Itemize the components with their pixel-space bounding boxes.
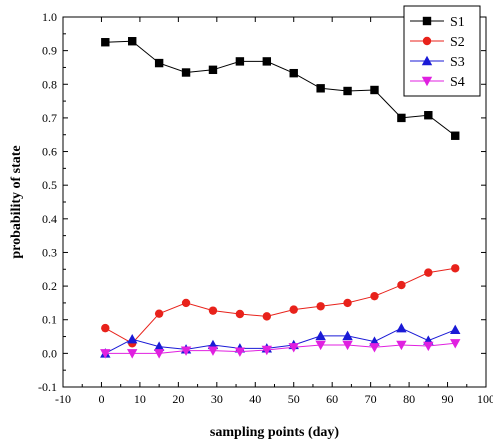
data-point-s1 [370, 85, 379, 95]
y-axis-title: probability of state [9, 145, 24, 258]
x-tick-label: 0 [98, 392, 104, 406]
series-line-s1 [105, 40, 456, 137]
legend-box [403, 5, 481, 97]
legend-label: S3 [450, 55, 465, 70]
x-tick-label: 20 [172, 392, 184, 406]
x-tick-label: 100 [477, 392, 493, 406]
x-axis-title: sampling points (day) [210, 425, 339, 440]
data-point-s1 [128, 37, 137, 46]
data-point-s1 [397, 113, 406, 123]
series-s3 [100, 322, 461, 358]
legend-item-s2: S2 [410, 35, 465, 50]
data-point-s1 [181, 68, 191, 77]
data-point-s4 [423, 341, 434, 352]
data-point-s2 [424, 268, 433, 277]
data-point-s4 [342, 340, 353, 351]
legend-label: S2 [450, 35, 465, 50]
legend-label: S1 [450, 15, 465, 30]
data-point-s2 [343, 298, 352, 308]
y-tick-label: 0.9 [42, 44, 57, 58]
data-point-s1 [316, 84, 325, 93]
y-tick-label: 0.7 [42, 111, 57, 125]
legend-item-s4: S4 [410, 75, 465, 90]
y-tick-label: 1.0 [42, 10, 57, 24]
data-point-s4 [234, 347, 246, 357]
x-tick-label: 10 [134, 392, 146, 406]
x-tick-label: 80 [403, 392, 415, 406]
data-point-s1 [208, 65, 218, 75]
series-layer [100, 37, 461, 359]
data-point-s4 [315, 340, 326, 351]
data-point-s4 [261, 345, 273, 356]
y-tick-label: 0.0 [42, 346, 57, 360]
data-point-s3 [396, 322, 407, 333]
legend-item-s1: S1 [410, 15, 465, 30]
data-point-s2 [208, 306, 218, 315]
data-point-s2 [451, 264, 460, 273]
data-point-s3 [127, 334, 138, 344]
series-s4 [100, 339, 461, 359]
data-point-s2 [397, 280, 406, 290]
data-point-s4 [100, 349, 111, 359]
x-tick-label: 30 [211, 392, 223, 406]
data-point-s1 [289, 68, 298, 78]
data-point-s2 [154, 309, 164, 318]
legend-marker [422, 16, 432, 26]
data-point-s2 [316, 302, 325, 311]
legend-marker [421, 55, 433, 66]
x-tick-label: 90 [442, 392, 454, 406]
data-point-s4 [127, 349, 138, 359]
series-s2 [101, 264, 460, 348]
data-point-s1 [451, 131, 460, 140]
data-point-s3 [153, 341, 165, 351]
y-tick-label: 0.2 [42, 279, 57, 293]
legend-label: S4 [450, 75, 465, 90]
series-line-s3 [105, 327, 456, 354]
x-tick-label: 50 [288, 392, 300, 406]
data-point-s2 [370, 291, 379, 301]
data-point-s1 [343, 86, 352, 96]
y-tick-label: 0.1 [42, 313, 57, 327]
data-point-s1 [235, 57, 245, 66]
data-point-s4 [450, 339, 461, 349]
y-tick-label: 0.3 [42, 245, 57, 259]
data-point-s4 [207, 346, 219, 356]
data-point-s1 [154, 58, 164, 68]
data-point-s4 [180, 346, 192, 356]
data-point-s3 [342, 330, 353, 341]
data-point-s3 [315, 330, 326, 341]
axes: -10 0 10 20 30 40 50 60 70 80 90 100 -0.1 0.0 0.1 0.2 0.… [38, 10, 493, 406]
data-point-s1 [424, 111, 433, 120]
data-point-s1 [262, 57, 272, 66]
data-point-s2 [262, 312, 272, 321]
series-line-s2 [105, 267, 456, 344]
data-point-s2 [235, 309, 245, 319]
legend-item-s3: S3 [410, 55, 465, 70]
y-tick-label: -0.1 [38, 380, 57, 394]
y-tick-label: 0.8 [42, 77, 57, 91]
y-tick-label: 0.4 [42, 212, 57, 226]
data-point-s3 [450, 324, 461, 335]
data-point-s1 [101, 38, 110, 47]
data-point-s2 [289, 305, 298, 314]
data-point-s4 [369, 343, 380, 353]
legend-marker [421, 76, 433, 87]
data-point-s4 [153, 349, 165, 359]
data-point-s2 [181, 298, 191, 308]
y-tick-label: 0.5 [42, 178, 57, 192]
x-tick-label: -10 [55, 392, 71, 406]
legend-marker [422, 36, 432, 46]
series-line-s4 [105, 342, 456, 354]
x-tick-label: 70 [365, 392, 377, 406]
x-tick-label: 60 [326, 392, 338, 406]
y-tick-label: 0.6 [42, 145, 57, 159]
series-s1 [101, 37, 460, 140]
data-point-s4 [396, 340, 407, 351]
x-tick-label: 40 [249, 392, 261, 406]
data-point-s2 [101, 323, 110, 333]
data-point-s4 [288, 343, 299, 353]
legend: S1 S2 S3 S4 [403, 5, 481, 97]
